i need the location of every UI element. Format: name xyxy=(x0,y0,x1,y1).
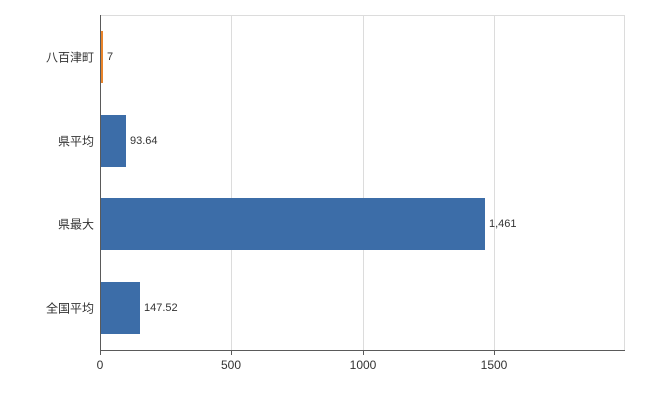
x-tick-label: 1000 xyxy=(349,358,377,372)
bar-2 xyxy=(101,198,485,250)
category-label: 県最大 xyxy=(57,217,94,232)
x-axis-line xyxy=(100,350,625,351)
x-tick-label: 500 xyxy=(220,358,242,372)
gridline xyxy=(231,15,232,350)
x-tick-mark xyxy=(100,351,101,355)
category-label: 全国平均 xyxy=(45,301,94,316)
bar-1 xyxy=(101,115,126,167)
plot-border-right xyxy=(624,15,625,350)
bar-3 xyxy=(101,282,140,334)
x-tick-mark xyxy=(494,351,495,355)
plot-border-top xyxy=(100,15,625,16)
x-tick-label: 1500 xyxy=(480,358,508,372)
gridline xyxy=(363,15,364,350)
value-label: 93.64 xyxy=(130,135,158,147)
bar-0 xyxy=(101,31,103,83)
value-label: 1,461 xyxy=(489,218,517,230)
category-label: 県平均 xyxy=(57,134,94,149)
gridline xyxy=(494,15,495,350)
value-label: 7 xyxy=(107,51,114,63)
y-axis-line xyxy=(100,15,101,350)
x-tick-label: 0 xyxy=(96,358,104,372)
value-label: 147.52 xyxy=(144,302,178,314)
x-tick-mark xyxy=(231,351,232,355)
x-tick-mark xyxy=(363,351,364,355)
plot-area xyxy=(100,15,625,350)
category-label: 八百津町 xyxy=(45,50,94,65)
